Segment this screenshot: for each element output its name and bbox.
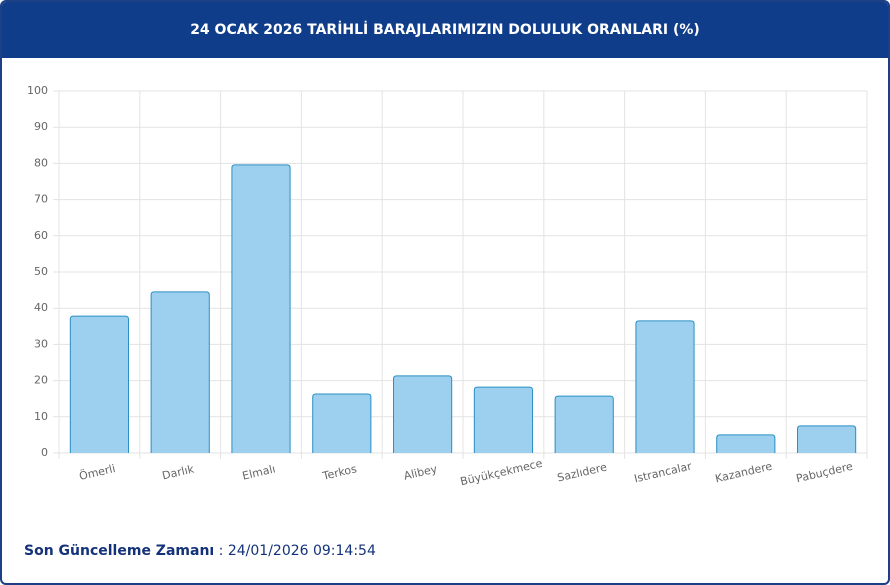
y-tick-label: 80 [34, 156, 48, 169]
bar [231, 164, 291, 453]
bar [716, 434, 776, 453]
bar [554, 395, 614, 453]
bar [150, 291, 210, 453]
y-tick-label: 30 [34, 337, 48, 350]
y-tick-label: 70 [34, 193, 48, 206]
bar [473, 386, 533, 453]
footer-label: Son Güncelleme Zamanı [24, 543, 215, 559]
y-tick-label: 60 [34, 229, 48, 242]
x-tick-label: Ömerli [78, 462, 117, 483]
footer-separator: : [218, 543, 224, 559]
bar [312, 393, 372, 453]
y-tick-label: 100 [27, 84, 48, 97]
chart-title: 24 OCAK 2026 TARİHLİ BARAJLARIMIZIN DOLU… [2, 2, 888, 58]
footer-value: 24/01/2026 09:14:54 [227, 543, 376, 559]
y-tick-label: 40 [34, 301, 48, 314]
x-tick-label: Darlık [161, 462, 196, 482]
y-tick-label: 90 [34, 120, 48, 133]
bar [797, 425, 857, 453]
x-tick-label: Pabuçdere [795, 460, 854, 486]
x-tick-label: Kazandere [714, 460, 774, 486]
footer: Son Güncelleme Zamanı : 24/01/2026 09:14… [24, 543, 376, 559]
y-tick-label: 50 [34, 265, 48, 278]
y-tick-label: 0 [41, 446, 48, 459]
x-tick-label: Sazlıdere [556, 460, 608, 484]
bar [635, 320, 695, 453]
y-tick-label: 20 [34, 374, 48, 387]
bar [69, 315, 129, 453]
x-tick-label: Terkos [320, 462, 358, 483]
x-tick-label: Elmalı [241, 462, 277, 482]
chart: 0 10 20 30 40 50 60 70 80 90 100 Ömerli Darlık Elmalı… [27, 84, 868, 489]
bar [393, 375, 453, 453]
x-tick-label: Alibey [403, 462, 439, 482]
x-tick-label: Istrancalar [633, 459, 694, 485]
y-tick-label: 10 [34, 410, 48, 423]
x-tick-label: Büyükçekmece [459, 457, 544, 489]
